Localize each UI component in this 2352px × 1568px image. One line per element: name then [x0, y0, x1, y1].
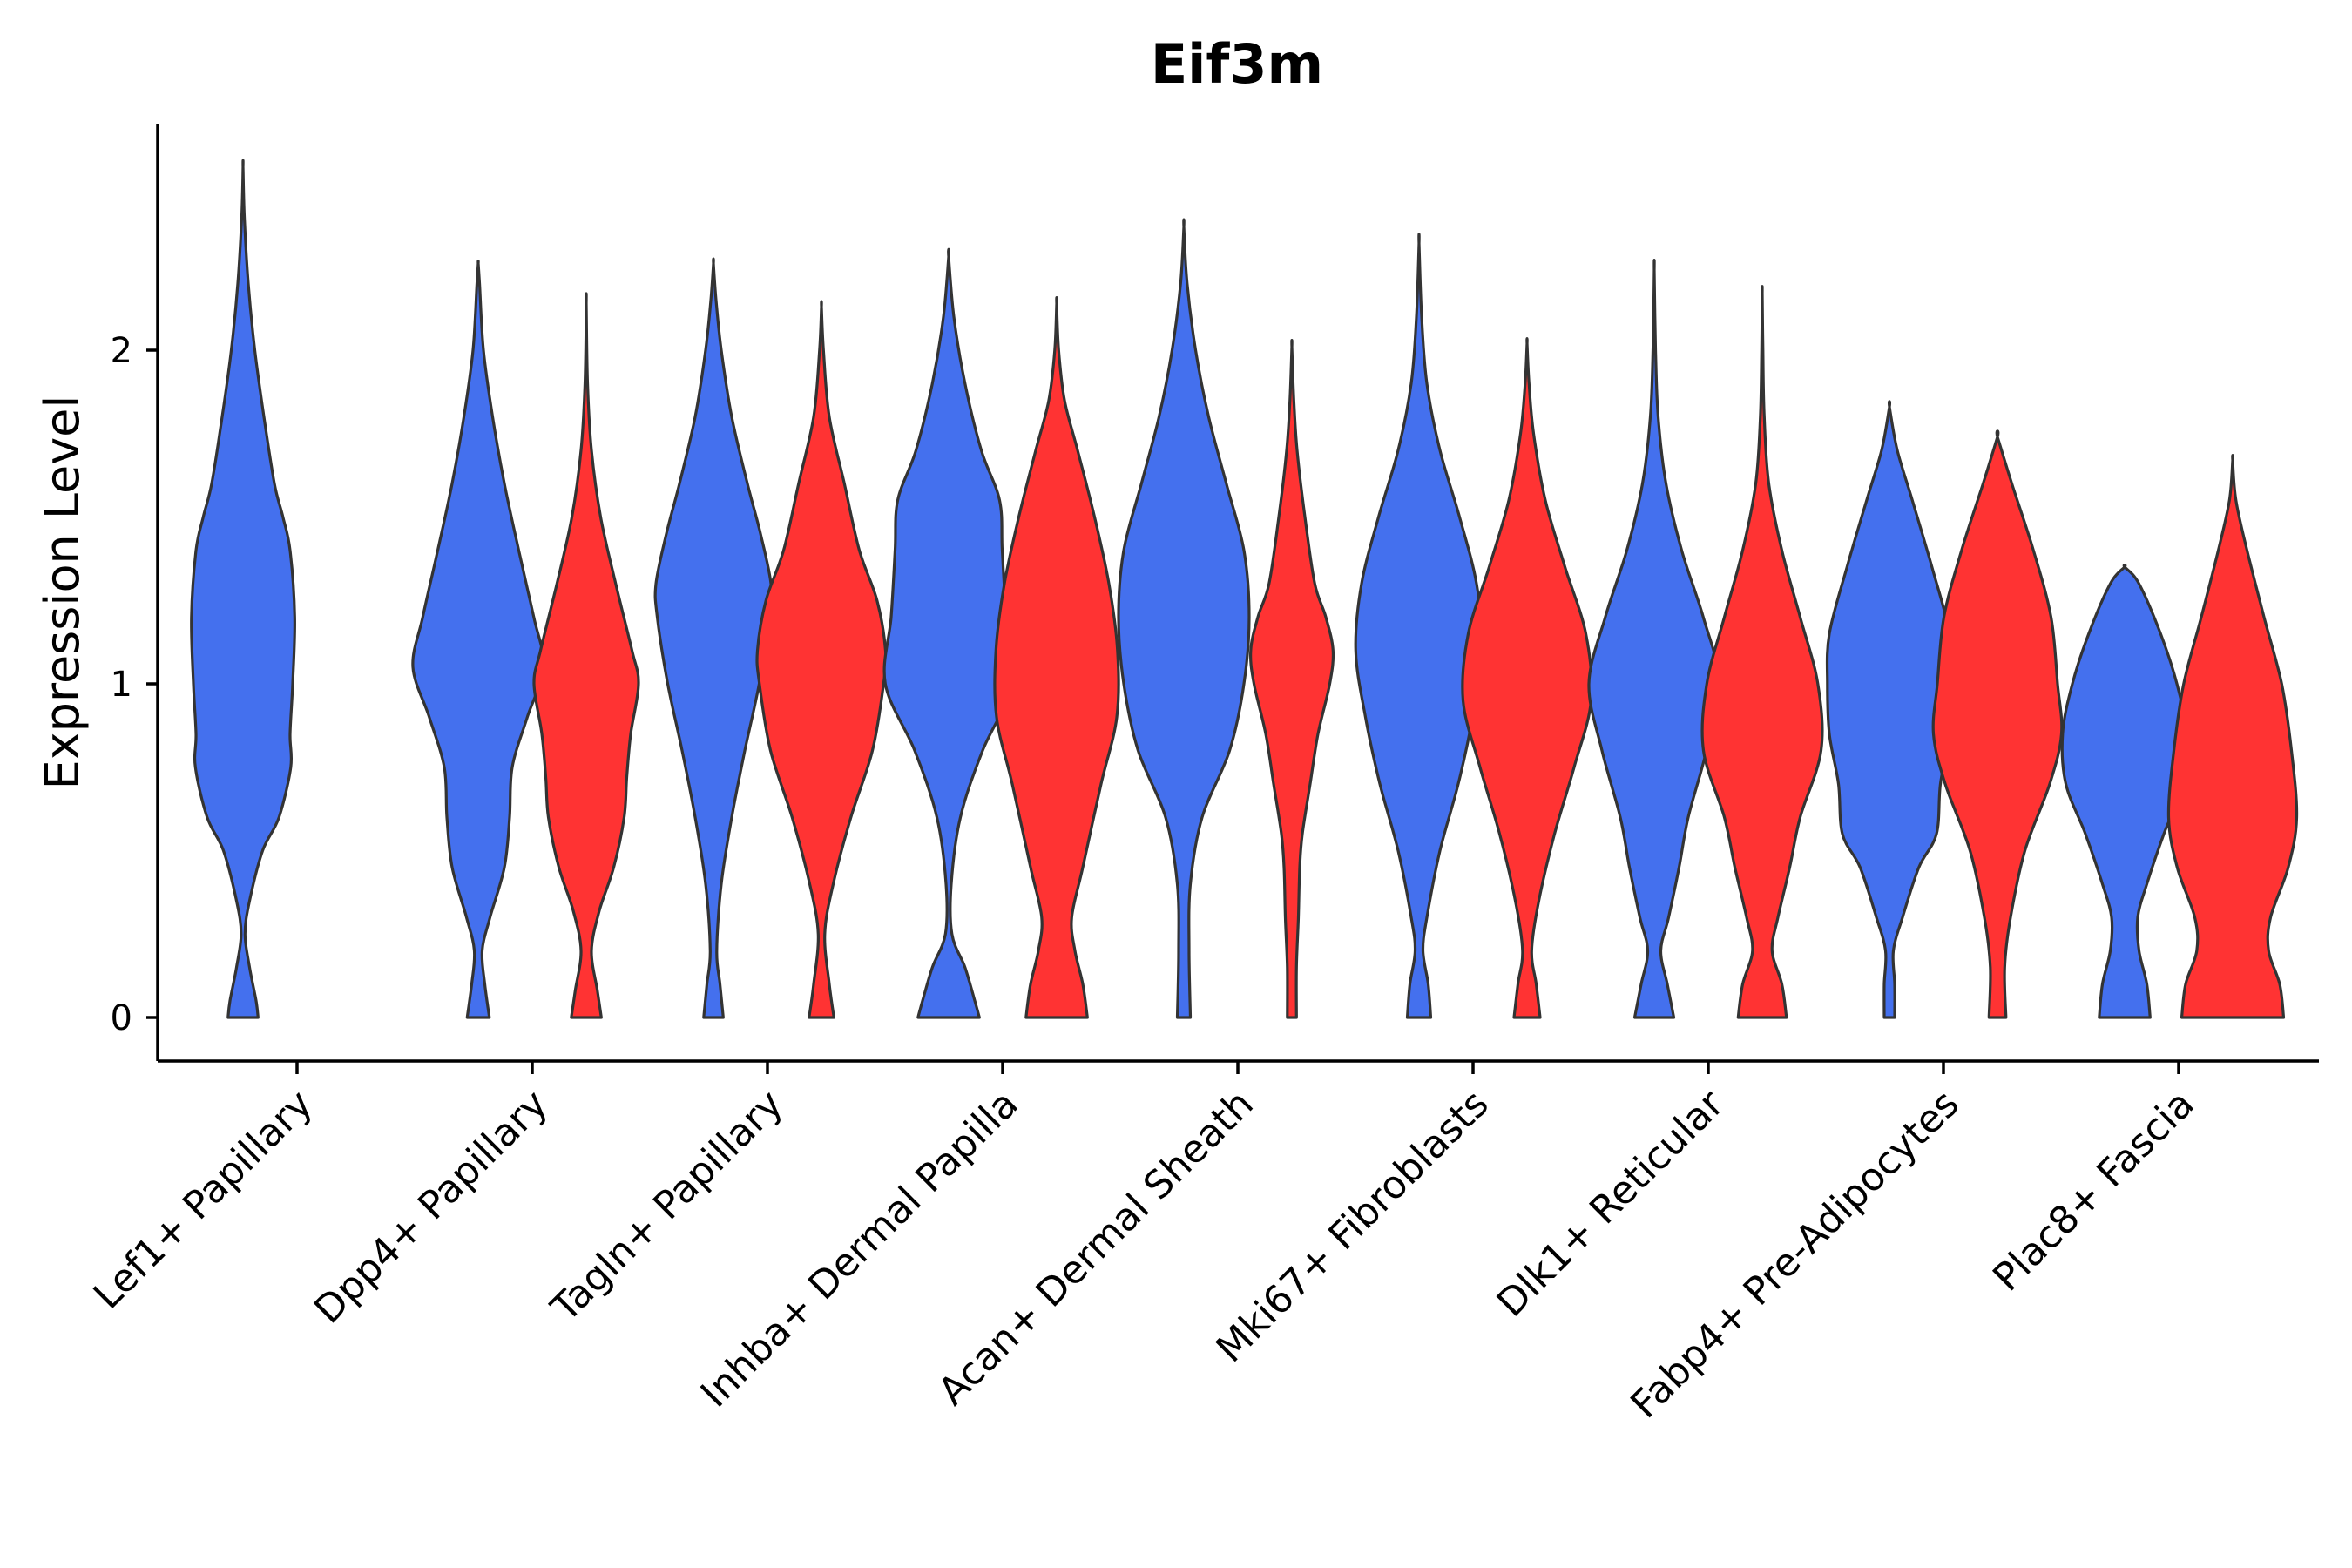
- violin-blue: [190, 159, 296, 1019]
- y-ticks: 0 1 2: [111, 331, 158, 1038]
- violin-blue: [1354, 233, 1484, 1019]
- violin-blue: [1825, 400, 1954, 1019]
- violin-red: [993, 296, 1120, 1019]
- violin-blue: [411, 259, 545, 1019]
- x-tick-label: Mki67+ Fibroblasts: [1207, 1082, 1497, 1371]
- violin-blue: [882, 247, 1015, 1019]
- violin-red: [532, 292, 640, 1019]
- y-axis-label: Expression Level: [35, 395, 90, 790]
- violin-group: [190, 159, 2299, 1019]
- x-tick-label: Dlk1+ Reticular: [1489, 1081, 1734, 1326]
- x-tick-label: Tagln+ Papillary: [543, 1082, 792, 1331]
- x-tick-label: Dpp4+ Papillary: [306, 1082, 557, 1333]
- y-tick-label: 0: [111, 998, 132, 1038]
- violin-red: [2166, 454, 2299, 1019]
- violin-red: [1700, 285, 1824, 1019]
- violin-blue: [1587, 259, 1721, 1019]
- violin-red: [1249, 338, 1335, 1019]
- violin-red: [755, 300, 888, 1019]
- x-tick-label: Lef1+ Papillary: [85, 1082, 321, 1318]
- violin-red: [1461, 337, 1593, 1019]
- violin-blue: [1117, 218, 1251, 1019]
- chart-title: Eif3m: [1151, 32, 1323, 96]
- x-tick-label: Plac8+ Fascia: [1984, 1082, 2203, 1301]
- violin-blue: [653, 257, 774, 1019]
- violin-blue: [2060, 564, 2189, 1019]
- y-tick-label: 2: [111, 331, 132, 371]
- violin-red: [1931, 429, 2064, 1019]
- y-tick-label: 1: [111, 665, 132, 705]
